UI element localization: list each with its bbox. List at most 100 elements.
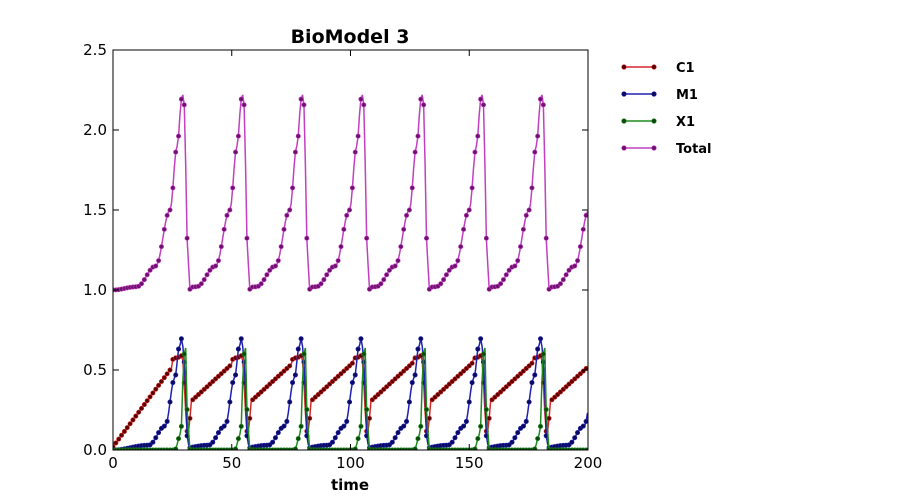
data-point bbox=[580, 226, 586, 232]
data-point bbox=[355, 436, 361, 442]
legend-label: X1 bbox=[676, 115, 695, 130]
data-point bbox=[176, 133, 182, 139]
data-point bbox=[540, 102, 546, 108]
data-point bbox=[409, 380, 415, 386]
data-point bbox=[238, 336, 244, 342]
data-point bbox=[472, 372, 478, 378]
chart-title: BioModel 3 bbox=[291, 26, 410, 48]
data-point bbox=[233, 149, 239, 155]
data-point bbox=[218, 244, 224, 250]
data-point bbox=[520, 226, 526, 232]
data-point bbox=[173, 372, 179, 378]
data-point bbox=[321, 277, 327, 283]
data-point bbox=[158, 379, 164, 385]
data-point bbox=[241, 351, 247, 357]
data-point bbox=[264, 272, 270, 278]
data-point bbox=[207, 267, 213, 273]
data-point bbox=[523, 212, 529, 218]
data-point bbox=[463, 212, 469, 218]
data-point bbox=[295, 436, 301, 442]
data-point bbox=[480, 351, 486, 357]
x-axis: 0 50 100 150 200 bbox=[108, 50, 602, 472]
data-point bbox=[304, 407, 310, 413]
data-point bbox=[409, 185, 415, 191]
data-point bbox=[215, 258, 221, 264]
data-point bbox=[518, 244, 524, 250]
data-point bbox=[478, 336, 484, 342]
data-point bbox=[278, 244, 284, 250]
legend-marker bbox=[621, 118, 627, 124]
data-point bbox=[401, 423, 407, 429]
legend-label: C1 bbox=[676, 61, 695, 76]
x-tick-label: 100 bbox=[336, 454, 365, 472]
data-point bbox=[156, 430, 162, 436]
x-tick-label: 50 bbox=[222, 454, 241, 472]
data-point bbox=[230, 185, 236, 191]
legend-marker bbox=[621, 145, 627, 151]
data-point bbox=[406, 399, 412, 405]
data-point bbox=[130, 417, 136, 423]
data-point bbox=[423, 235, 429, 241]
data-point bbox=[153, 263, 159, 269]
data-point bbox=[563, 272, 569, 278]
data-point bbox=[184, 407, 190, 413]
data-point bbox=[238, 423, 244, 429]
data-point bbox=[395, 430, 401, 436]
data-point bbox=[569, 439, 575, 445]
data-point bbox=[275, 430, 281, 436]
data-point bbox=[475, 346, 481, 352]
data-point bbox=[284, 212, 290, 218]
data-point bbox=[167, 367, 173, 373]
legend-label: Total bbox=[676, 142, 712, 157]
data-point bbox=[577, 244, 583, 250]
data-point bbox=[227, 363, 233, 369]
data-point bbox=[233, 372, 239, 378]
legend-label: M1 bbox=[676, 88, 698, 103]
data-point bbox=[272, 263, 278, 269]
legend-item-total: Total bbox=[621, 142, 712, 157]
data-point bbox=[355, 346, 361, 352]
data-point bbox=[150, 390, 156, 396]
legend-marker bbox=[621, 91, 627, 97]
data-point bbox=[292, 372, 298, 378]
data-point bbox=[233, 446, 239, 450]
data-point bbox=[438, 281, 444, 287]
data-point bbox=[415, 133, 421, 139]
x-tick-label: 150 bbox=[455, 454, 484, 472]
data-point bbox=[449, 439, 455, 445]
data-point bbox=[572, 435, 578, 441]
data-point bbox=[557, 281, 563, 287]
data-point bbox=[287, 363, 293, 369]
data-point bbox=[472, 446, 478, 450]
data-point bbox=[198, 281, 204, 287]
data-point bbox=[341, 226, 347, 232]
legend-marker bbox=[651, 64, 657, 70]
data-point bbox=[532, 149, 538, 155]
data-point bbox=[235, 133, 241, 139]
data-point bbox=[512, 435, 518, 441]
data-point bbox=[535, 133, 541, 139]
data-point bbox=[156, 382, 162, 388]
data-point bbox=[176, 436, 182, 442]
data-point bbox=[540, 351, 546, 357]
data-point bbox=[575, 430, 581, 436]
data-point bbox=[304, 235, 310, 241]
data-point bbox=[158, 244, 164, 250]
data-point bbox=[480, 102, 486, 108]
data-point bbox=[139, 405, 145, 411]
data-point bbox=[418, 336, 424, 342]
data-point bbox=[184, 235, 190, 241]
data-point bbox=[412, 149, 418, 155]
data-point bbox=[210, 439, 216, 445]
x-tick-label: 200 bbox=[574, 454, 603, 472]
y-axis: 0.0 0.5 1.0 1.5 2.0 2.5 bbox=[83, 41, 588, 459]
data-point bbox=[347, 207, 353, 213]
data-point bbox=[455, 258, 461, 264]
data-point bbox=[136, 409, 142, 415]
data-point bbox=[461, 423, 467, 429]
data-point bbox=[384, 272, 390, 278]
data-point bbox=[290, 380, 296, 386]
data-point bbox=[421, 102, 427, 108]
legend-item-c1: C1 bbox=[621, 61, 695, 76]
data-point bbox=[392, 435, 398, 441]
